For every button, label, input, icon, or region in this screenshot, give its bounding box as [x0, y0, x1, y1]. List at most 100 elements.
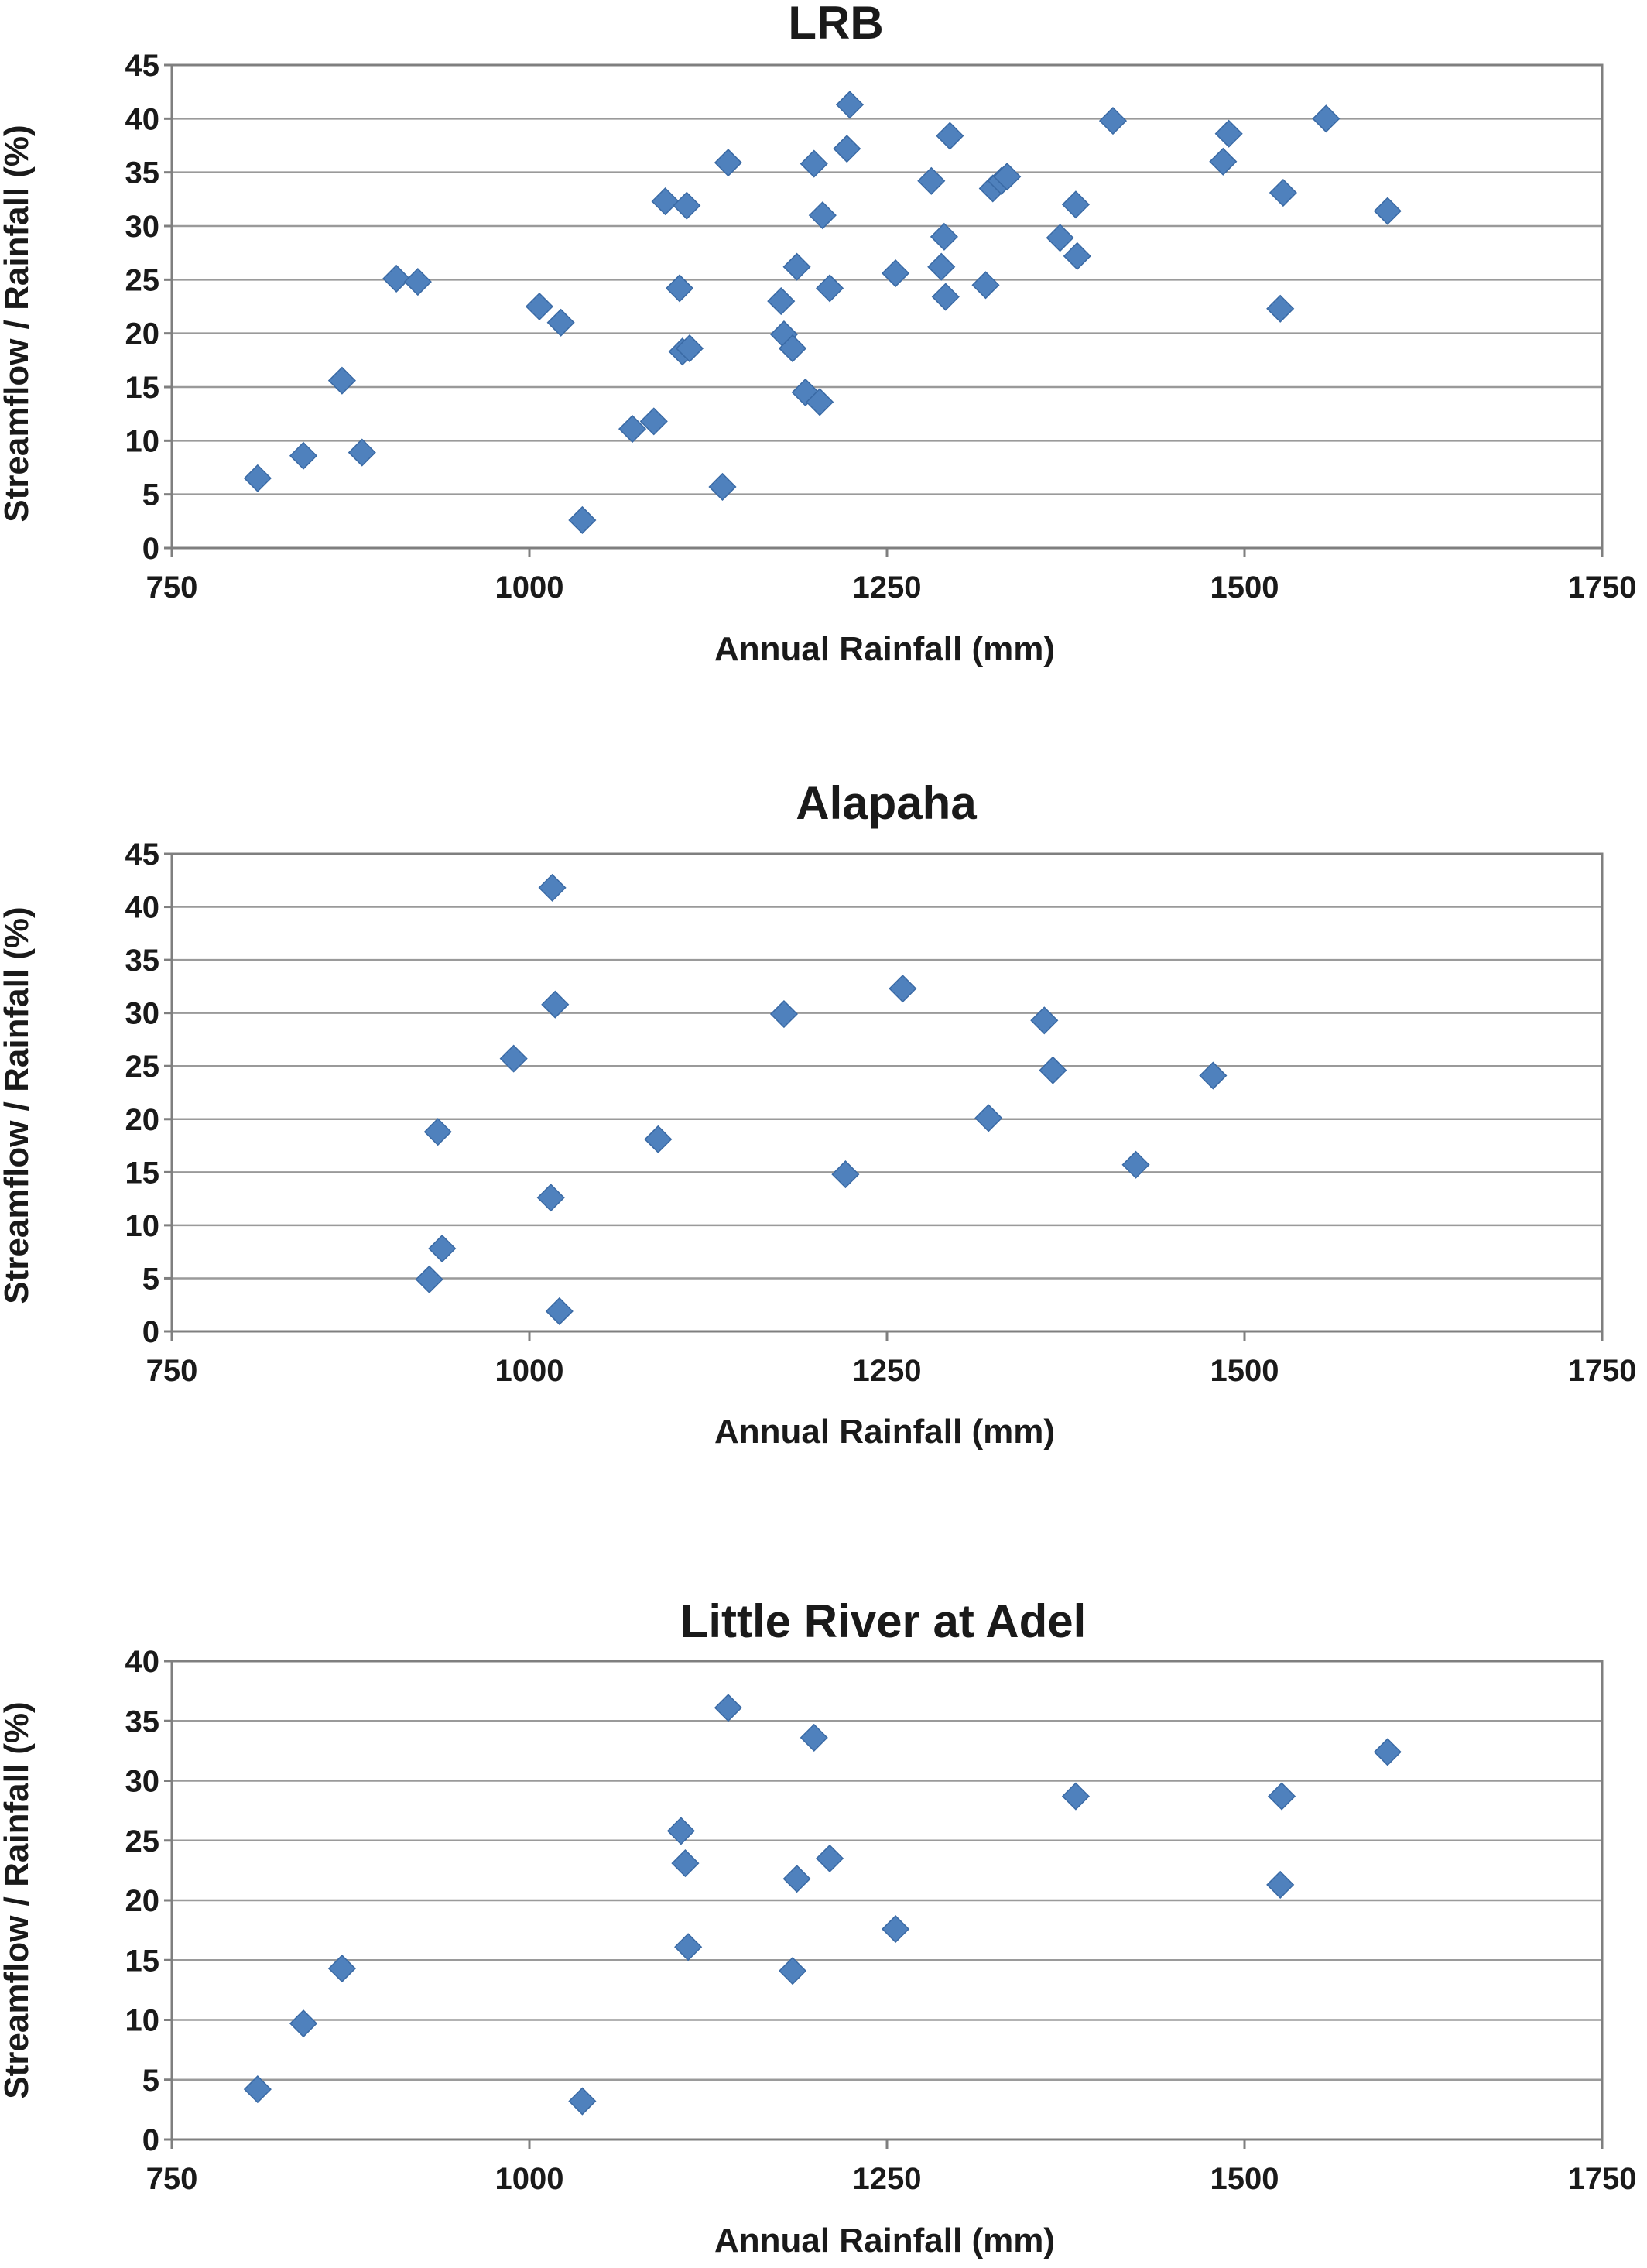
x-tick-label: 750: [146, 570, 198, 605]
y-tick-label: 40: [125, 1645, 160, 1679]
data-point: [243, 2075, 272, 2104]
y-tick-label: 40: [125, 102, 160, 136]
data-point: [1266, 294, 1295, 323]
data-point: [644, 1125, 673, 1153]
chart-title: Little River at Adel: [680, 1595, 1087, 1647]
data-point: [1373, 1738, 1402, 1766]
data-point: [1312, 104, 1341, 133]
x-tick-label: 750: [146, 2162, 198, 2196]
data-point: [936, 122, 964, 150]
data-point: [536, 1184, 565, 1212]
x-tick-label: 1750: [1568, 2162, 1637, 2196]
data-point: [1267, 1782, 1296, 1811]
y-tick-label: 45: [125, 838, 160, 872]
data-point: [1266, 1870, 1295, 1899]
y-tick-label: 45: [125, 49, 160, 83]
y-tick-label: 30: [125, 997, 160, 1031]
data-point: [917, 166, 946, 195]
x-axis-label: Annual Rainfall (mm): [714, 2222, 1055, 2259]
data-point: [974, 1104, 1003, 1132]
data-point: [525, 292, 553, 321]
data-point: [1373, 197, 1402, 225]
data-point: [835, 91, 865, 119]
data-point: [674, 1933, 703, 1961]
y-tick-label: 30: [125, 1765, 160, 1799]
x-axis-label: Annual Rainfall (mm): [714, 630, 1055, 668]
x-tick-label: 750: [146, 1354, 198, 1388]
y-tick-label: 35: [125, 944, 160, 978]
data-point: [993, 163, 1022, 191]
data-point: [833, 135, 861, 163]
data-point: [382, 264, 411, 293]
y-tick-label: 25: [125, 1824, 160, 1859]
plot-area: 0 5 10 15 20 25 30 35 40 45 750 1000 1250 1500 1750: [125, 838, 1637, 1388]
data-point: [800, 1723, 828, 1752]
plot-frame: [170, 63, 1604, 550]
data-point: [541, 990, 570, 1019]
y-tick-label: 20: [125, 317, 160, 351]
data-point: [1063, 242, 1091, 270]
data-point: [816, 274, 844, 303]
data-point: [769, 999, 799, 1029]
x-tick-label: 1000: [495, 2162, 564, 2196]
data-point: [971, 271, 1000, 300]
chart-title: Alapaha: [796, 777, 977, 829]
data-point: [931, 283, 960, 311]
plot-frame: [170, 852, 1604, 1333]
chart-lrb: LRB 0 5 10 15 20 25 30 35 40 45 750 1000 1250 1500 175…: [0, 0, 1636, 668]
x-tick-label: 1750: [1568, 1354, 1637, 1388]
x-tick-label: 1000: [495, 570, 564, 605]
y-tick-label: 15: [125, 1156, 160, 1190]
data-point: [1269, 178, 1297, 207]
data-point: [1199, 1061, 1228, 1090]
data-point: [243, 464, 272, 492]
y-tick-label: 0: [142, 2123, 159, 2157]
x-tick-label: 1500: [1210, 570, 1279, 605]
data-point: [348, 438, 376, 467]
data-point: [778, 334, 807, 363]
data-point: [327, 366, 356, 395]
y-tick-label: 5: [142, 2064, 159, 2098]
plot-area: 0 5 10 15 20 25 30 35 40 750 1000 1250 1500 1750: [125, 1645, 1637, 2196]
x-tick-label: 1250: [853, 2162, 922, 2196]
plot-area: 0 5 10 15 20 25 30 35 40 45 750 1000 1250 1500 1750: [125, 49, 1637, 605]
y-tick-label: 15: [125, 371, 160, 405]
y-tick-label: 20: [125, 1884, 160, 1918]
data-point: [403, 268, 432, 296]
data-point: [651, 187, 680, 216]
data-point: [415, 1265, 443, 1293]
data-point: [289, 2009, 318, 2038]
y-tick-label: 10: [125, 1209, 160, 1243]
data-point: [671, 1849, 700, 1878]
x-tick-label: 1500: [1210, 2162, 1279, 2196]
data-point: [1030, 1006, 1059, 1035]
data-point: [708, 472, 737, 502]
x-tick-label: 1250: [853, 1354, 922, 1388]
data-point: [665, 274, 694, 303]
data-point: [538, 873, 567, 902]
data-point: [289, 441, 318, 470]
data-point: [930, 222, 958, 251]
data-point: [927, 252, 956, 281]
y-tick-label: 5: [142, 478, 159, 512]
data-point: [816, 1844, 844, 1872]
data-point: [800, 149, 828, 178]
x-tick-label: 1750: [1568, 570, 1637, 605]
data-point: [831, 1160, 860, 1189]
y-tick-label: 5: [142, 1262, 159, 1296]
y-tick-label: 20: [125, 1103, 160, 1137]
data-point: [791, 378, 820, 406]
data-point: [1098, 107, 1128, 135]
data-point: [1121, 1150, 1150, 1179]
data-point: [782, 1865, 811, 1893]
y-tick-label: 40: [125, 891, 160, 925]
data-point: [1039, 1056, 1067, 1084]
chart-little-river-at-adel: Little River at Adel 0 5 10 15 20 25 30 35 40 750…: [0, 1595, 1636, 2259]
y-tick-label: 0: [142, 1315, 159, 1349]
data-point: [1046, 224, 1074, 252]
y-axis-label: Streamflow / Rainfall (%): [0, 1701, 36, 2098]
data-point: [782, 252, 811, 281]
y-tick-label: 25: [125, 263, 160, 297]
data-point: [714, 1694, 742, 1722]
data-point: [767, 287, 796, 316]
